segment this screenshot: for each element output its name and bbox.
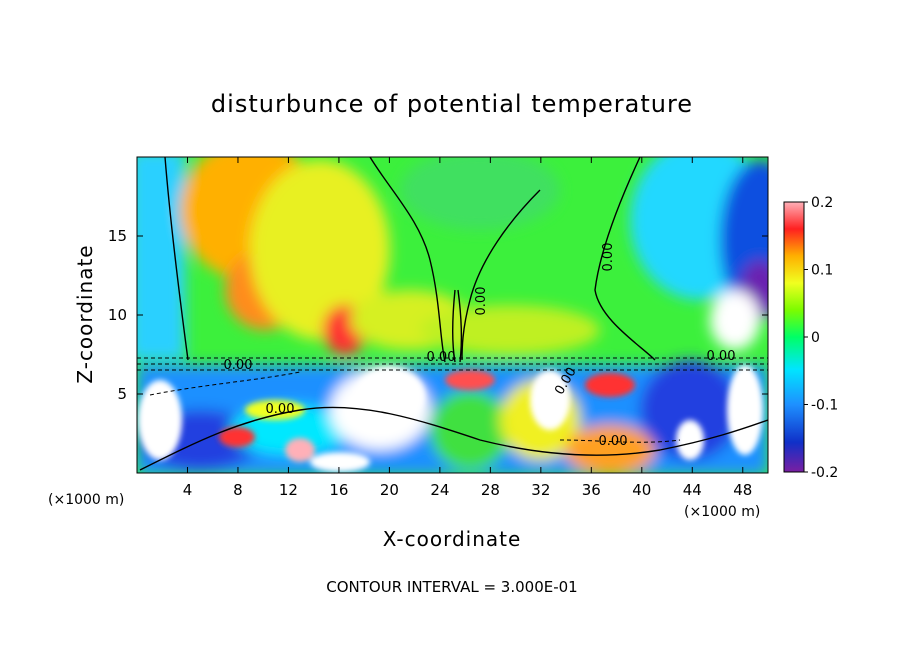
x-tick-label: 16	[329, 481, 348, 499]
colorbar-tick-label: 0.1	[811, 263, 833, 279]
colorbar-tick-label: -0.1	[811, 398, 838, 414]
x-tick-label: 8	[233, 481, 243, 499]
y-tick-label: 5	[117, 385, 127, 403]
x-axis-label: X-coordinate	[383, 527, 522, 551]
x-tick-label: 4	[183, 481, 193, 499]
x-tick-label: 48	[733, 481, 752, 499]
colorbar-tick-label: -0.2	[811, 465, 838, 481]
colorbar: 0.2 0.1 0 -0.1 -0.2	[783, 195, 838, 481]
contour-label: 0.00	[266, 402, 295, 417]
contour-interval-note: CONTOUR INTERVAL = 3.000E-01	[326, 578, 577, 596]
contour-label: 0.00	[474, 287, 489, 316]
colorbar-ticks: 0.2 0.1 0 -0.1 -0.2	[804, 195, 838, 481]
contour-label: 0.00	[599, 434, 628, 449]
colorbar-gradient	[783, 201, 805, 473]
x-tick-label: 12	[279, 481, 298, 499]
y-axis-label: Z-coordinate	[73, 244, 97, 383]
x-unit-label: (×1000 m)	[48, 492, 124, 508]
x-tick-label: 44	[683, 481, 702, 499]
x-tick-label: 40	[632, 481, 651, 499]
contour-label: 0.00	[224, 358, 253, 373]
contour-label: 0.00	[601, 243, 616, 272]
contour-label: 0.00	[707, 349, 736, 364]
x-tick-label: 28	[481, 481, 500, 499]
y-tick-label: 10	[108, 306, 127, 324]
contour-label: 0.00	[427, 350, 456, 365]
x-tick-label: 32	[531, 481, 550, 499]
y-tick-label: 15	[108, 227, 127, 245]
heatmap-field	[137, 157, 768, 473]
x-tick-label: 24	[430, 481, 449, 499]
colorbar-tick-label: 0	[811, 330, 820, 346]
colorbar-tick-label: 0.2	[811, 195, 833, 211]
x-tick-label: 20	[380, 481, 399, 499]
x-unit-label-right: (×1000 m)	[684, 504, 760, 520]
chart-title: disturbunce of potential temperature	[211, 90, 693, 118]
x-tick-label: 36	[582, 481, 601, 499]
